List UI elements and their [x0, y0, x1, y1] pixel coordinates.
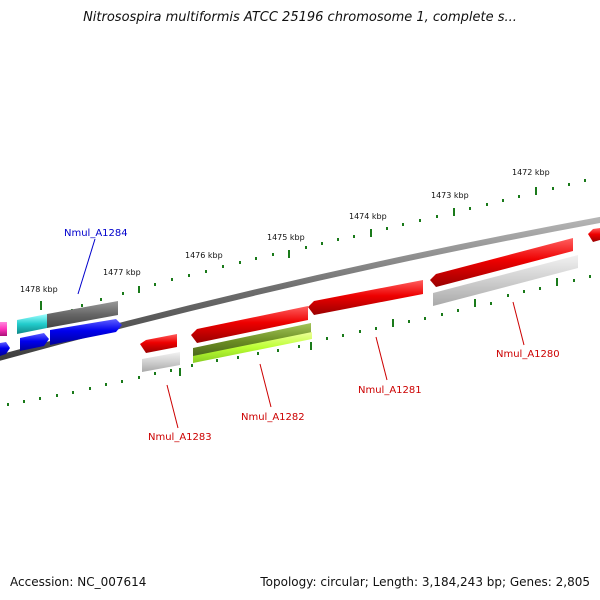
map-title: Nitrosospira multiformis ATCC 25196 chro…: [83, 10, 517, 25]
gene-arrow-nmul-a1280[interactable]: [430, 238, 573, 287]
inner-tick-track: [7, 275, 591, 406]
gene-label-nmul-a1284[interactable]: Nmul_A1284: [64, 228, 128, 239]
leader-line-nmul-a1281: [375, 336, 388, 381]
gene-arrow-nmul-a1282-olive: [193, 323, 311, 359]
leader-line-nmul-a1284: [77, 238, 96, 295]
scale-label: 1473 kbp: [431, 191, 469, 200]
gene-label-nmul-a1281[interactable]: Nmul_A1281: [358, 385, 422, 396]
gene-arrow-nmul-a1282[interactable]: [191, 306, 308, 343]
outer-tick-track: [4, 179, 586, 333]
accession-text: Accession: NC_007614: [10, 575, 147, 589]
gene-label-nmul-a1283[interactable]: Nmul_A1283: [148, 432, 212, 443]
scale-label: 1478 kbp: [20, 285, 58, 294]
gene-arrow-nmul-a1283-shadow: [142, 352, 180, 372]
leader-line-nmul-a1283: [166, 384, 179, 429]
leader-line-nmul-a1280: [512, 301, 525, 346]
scale-label: 1477 kbp: [103, 268, 141, 277]
gene-arrow-nmul-a1281[interactable]: [308, 280, 423, 315]
gene-arrow-forward-blue[interactable]: [50, 319, 122, 345]
gene-arrow-nmul-a1282-lime: [193, 332, 312, 363]
scale-label: 1474 kbp: [349, 212, 387, 221]
gene-arrow-forward-blue-small[interactable]: [20, 333, 49, 351]
scale-label: 1472 kbp: [512, 168, 550, 177]
leader-line-nmul-a1282: [259, 363, 272, 408]
gene-arrow-nmul-a1283[interactable]: [140, 334, 177, 353]
scale-label: 1476 kbp: [185, 251, 223, 260]
gene-label-nmul-a1280[interactable]: Nmul_A1280: [496, 349, 560, 360]
gene-arrow-edge-blue[interactable]: [0, 342, 10, 356]
scale-label: 1475 kbp: [267, 233, 305, 242]
gene-arrow-edge-red[interactable]: [588, 228, 600, 242]
gene-arrow-forward-cyan[interactable]: [17, 314, 47, 334]
genome-summary-text: Topology: circular; Length: 3,184,243 bp…: [260, 575, 590, 589]
gene-arrow-nmul-a1284[interactable]: [47, 301, 118, 328]
gene-label-nmul-a1282[interactable]: Nmul_A1282: [241, 412, 305, 423]
gene-arrow-nmul-a1280-shadow: [433, 255, 578, 306]
gene-arrow-forward-pink[interactable]: [0, 322, 7, 336]
